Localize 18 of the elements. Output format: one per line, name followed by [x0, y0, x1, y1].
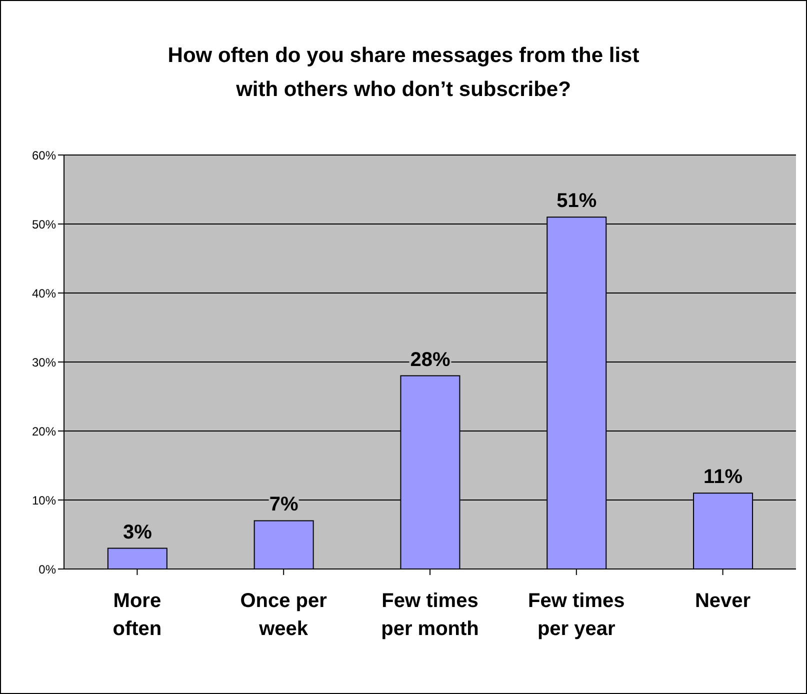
x-tick-label: Never	[694, 590, 751, 612]
y-tick-label: 20%	[32, 424, 56, 438]
y-tick-label: 50%	[32, 217, 56, 232]
data-label: 3%	[122, 521, 152, 544]
x-tick-label: Few times per year	[528, 590, 625, 640]
chart-title: How often do you share messages from the list with others who don’t subscribe?	[166, 43, 640, 103]
y-tick-label: 40%	[32, 286, 56, 300]
y-tick-label: 0%	[38, 562, 56, 576]
y-tick-label: 30%	[32, 355, 56, 370]
y-tick-label: 60%	[32, 148, 56, 162]
data-label: 11%	[704, 466, 743, 488]
x-tick-label: Few times per month	[381, 590, 479, 640]
x-tick-label: Once per week	[240, 590, 328, 640]
y-tick-label: 10%	[32, 493, 56, 508]
data-label: 51%	[556, 190, 597, 212]
x-tick-label: More often	[112, 590, 162, 640]
data-label: 7%	[269, 494, 298, 516]
data-label: 28%	[410, 348, 450, 371]
